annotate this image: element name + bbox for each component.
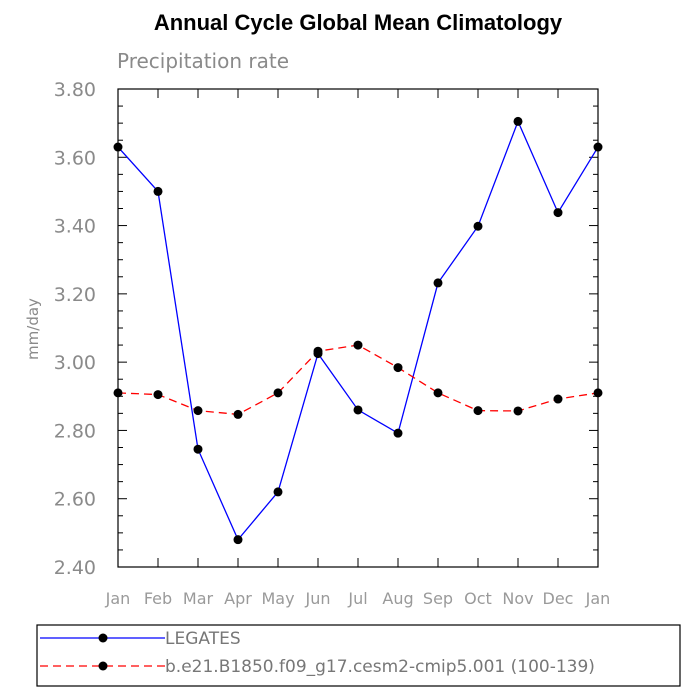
y-tick-label: 2.40	[54, 557, 96, 579]
legend-marker-legates	[98, 633, 108, 643]
data-point-series-1	[513, 406, 523, 416]
data-point-series-0	[553, 208, 563, 218]
data-point-series-0	[433, 278, 443, 288]
data-point-series-0	[233, 535, 243, 545]
data-point-series-1	[153, 390, 163, 400]
legend-box	[36, 624, 681, 687]
data-point-series-0	[593, 142, 603, 152]
series-line-0	[117, 119, 599, 541]
data-point-series-1	[593, 388, 603, 398]
legend-label-model: b.e21.B1850.f09_g17.cesm2-cmip5.001 (100…	[165, 657, 595, 677]
y-tick-label: 2.80	[54, 420, 96, 442]
data-point-series-1	[393, 363, 403, 373]
x-tick-label: Jul	[347, 589, 367, 608]
data-point-series-0	[353, 405, 363, 415]
data-point-series-1	[473, 406, 483, 416]
x-tick-label: Jan	[585, 589, 611, 608]
data-point-series-1	[113, 388, 123, 398]
data-point-series-1	[193, 406, 203, 416]
chart-subtitle: Precipitation rate	[117, 49, 289, 73]
chart-title: Annual Cycle Global Mean Climatology	[154, 10, 563, 35]
data-point-series-0	[473, 221, 483, 231]
y-tick-label: 3.20	[54, 284, 96, 306]
y-tick-label: 3.00	[54, 352, 96, 374]
data-point-series-0	[153, 186, 163, 196]
axis-ticks: 2.40 2.60 2.80 3.00 3.20 3.40 3.60 3.80 Jan Feb Ma…	[54, 79, 611, 608]
data-point-series-0	[393, 428, 403, 438]
x-tick-label: Aug	[382, 589, 413, 608]
data-point-series-0	[513, 116, 523, 126]
data-point-series-0	[193, 444, 203, 454]
x-tick-label: Feb	[144, 589, 172, 608]
x-tick-label: Jan	[105, 589, 131, 608]
y-tick-label: 3.60	[54, 147, 96, 169]
legend: LEGATES b.e21.B1850.f09_g17.cesm2-cmip5.…	[36, 624, 681, 687]
x-tick-label: Mar	[183, 589, 214, 608]
y-tick-label: 3.40	[54, 216, 96, 238]
data-point-series-0	[113, 142, 123, 152]
data-point-series-1	[353, 340, 363, 350]
legend-marker-model	[98, 661, 108, 671]
y-tick-label: 3.80	[54, 79, 96, 101]
data-point-series-1	[553, 394, 563, 404]
plot-frame	[117, 88, 599, 568]
x-tick-label: Nov	[502, 589, 533, 608]
legend-label-legates: LEGATES	[165, 629, 241, 649]
x-tick-label: Sep	[423, 589, 453, 608]
x-tick-label: Oct	[464, 589, 492, 608]
x-tick-label: May	[261, 589, 294, 608]
x-tick-label: Apr	[224, 589, 252, 608]
x-tick-label: Jun	[305, 589, 331, 608]
data-point-series-1	[273, 388, 283, 398]
series-line-1	[117, 344, 599, 416]
series-layer	[113, 116, 603, 545]
x-tick-label: Dec	[543, 589, 574, 608]
data-point-series-1	[233, 409, 243, 419]
y-tick-label: 2.60	[54, 489, 96, 511]
y-axis-label: mm/day	[24, 298, 42, 360]
data-point-series-0	[273, 487, 283, 497]
data-point-series-1	[433, 388, 443, 398]
data-point-series-1	[313, 346, 323, 356]
